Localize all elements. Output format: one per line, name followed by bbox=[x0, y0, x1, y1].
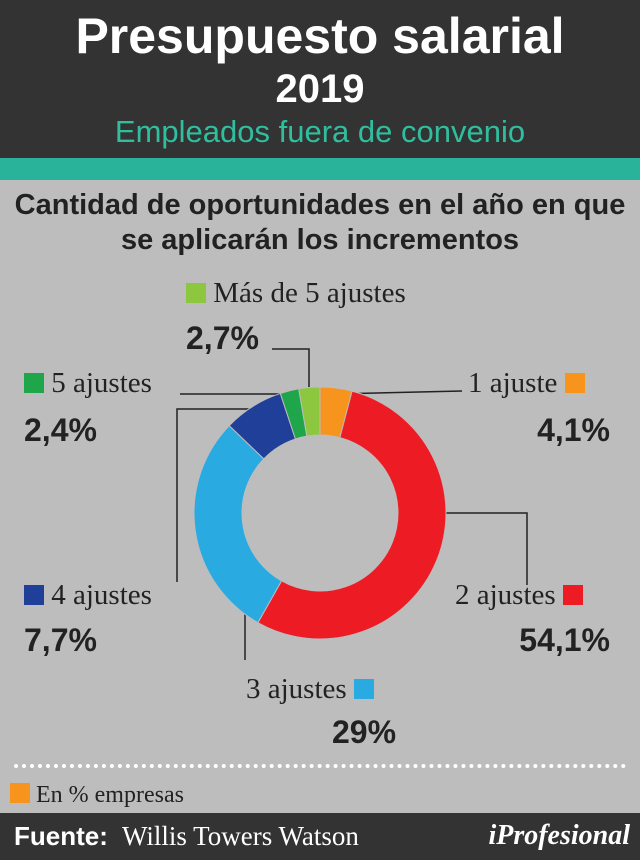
brand-logo: iProfesional bbox=[488, 820, 630, 851]
slice-label: 4 ajustes bbox=[51, 579, 152, 611]
slice-label: 5 ajustes bbox=[51, 367, 152, 399]
source-name: Willis Towers Watson bbox=[122, 821, 359, 851]
swatch-5-ajustes bbox=[24, 373, 44, 393]
slice-label: 2 ajustes bbox=[455, 579, 556, 611]
value-3-ajustes: 29% bbox=[332, 714, 397, 750]
source-label: Fuente: bbox=[14, 821, 108, 851]
slice-label: Más de 5 ajustes bbox=[213, 277, 406, 309]
leader-line-4-ajustes bbox=[176, 408, 264, 582]
page-year: 2019 bbox=[275, 67, 365, 111]
slice-label: 3 ajustes bbox=[246, 673, 347, 705]
donut-slice-2 bbox=[193, 424, 283, 624]
label-1-ajuste: 1 ajuste bbox=[468, 366, 585, 400]
legend-swatch bbox=[10, 783, 30, 803]
label-2-ajustes: 2 ajustes bbox=[455, 578, 583, 612]
divider bbox=[14, 764, 626, 768]
label-5-ajustes: 5 ajustes bbox=[24, 366, 152, 400]
value-5-ajustes: 2,4% bbox=[24, 412, 97, 448]
swatch-mas-de-5 bbox=[186, 283, 206, 303]
footer: Fuente: Willis Towers Watson iProfesiona… bbox=[0, 813, 640, 860]
page-subtitle: Empleados fuera de convenio bbox=[114, 114, 526, 149]
unit-legend: En % empresas bbox=[10, 780, 184, 810]
donut-slice-1 bbox=[257, 390, 447, 640]
donut-slice-5 bbox=[298, 386, 321, 437]
chart-title: Cantidad de oportunidades en el año en q… bbox=[14, 189, 626, 256]
value-2-ajustes: 54,1% bbox=[519, 622, 610, 658]
leader-line-mas-de-5 bbox=[272, 348, 310, 394]
header: Presupuesto salarial 2019 Empleados fuer… bbox=[0, 0, 640, 158]
swatch-4-ajustes bbox=[24, 585, 44, 605]
value-1-ajuste: 4,1% bbox=[537, 412, 610, 448]
unit-legend-text: En % empresas bbox=[36, 782, 184, 808]
label-mas-de-5: Más de 5 ajustes bbox=[186, 276, 406, 310]
page-title: Presupuesto salarial bbox=[75, 8, 565, 64]
leader-line-2-ajustes bbox=[431, 512, 528, 585]
label-4-ajustes: 4 ajustes bbox=[24, 578, 152, 612]
value-4-ajustes: 7,7% bbox=[24, 622, 97, 658]
swatch-3-ajustes bbox=[353, 679, 374, 699]
swatch-2-ajustes bbox=[562, 585, 583, 605]
label-3-ajustes: 3 ajustes bbox=[246, 672, 374, 706]
slice-label: 1 ajuste bbox=[468, 367, 558, 399]
swatch-1-ajuste bbox=[564, 373, 585, 393]
accent-bar bbox=[0, 158, 640, 180]
value-mas-de-5: 2,7% bbox=[186, 320, 259, 356]
